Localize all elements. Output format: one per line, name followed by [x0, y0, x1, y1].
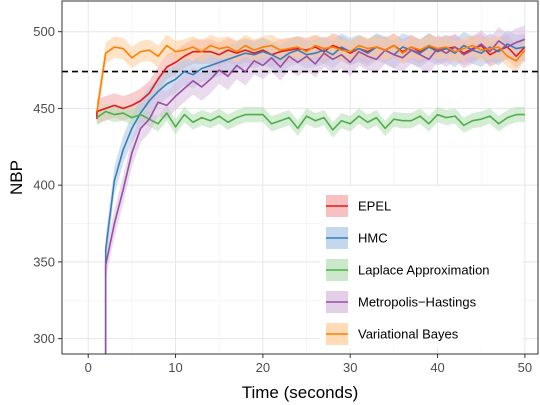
y-tick-label: 500 [33, 24, 55, 39]
line-epel [96, 44, 526, 120]
line-hmc [104, 43, 526, 354]
y-tick-label: 400 [33, 178, 55, 193]
x-tick-label: 30 [343, 360, 357, 375]
grid-major [62, 1, 538, 354]
x-axis-ticks: 0 10 20 30 40 50 [85, 354, 532, 375]
x-tick-label: 0 [85, 360, 92, 375]
legend-label-hmc: HMC [358, 231, 388, 246]
band-variational-bayes [96, 34, 525, 123]
legend-label-epel: EPEL [358, 199, 391, 214]
x-tick-label: 40 [430, 360, 444, 375]
legend-label-variational-bayes: Variational Bayes [358, 327, 459, 342]
legend-box [320, 186, 522, 348]
legend: EPEL HMC Laplace Approximation Metropolis−H… [320, 186, 522, 348]
x-tick-label: 50 [518, 360, 532, 375]
y-tick-label: 450 [33, 101, 55, 116]
line-laplace-approximation [96, 110, 525, 131]
y-axis-title: NBP [7, 160, 26, 195]
y-tick-label: 350 [33, 254, 55, 269]
y-axis-ticks: 300 350 400 450 500 [33, 24, 62, 346]
x-axis-title: Time (seconds) [242, 383, 359, 402]
x-tick-label: 20 [256, 360, 270, 375]
band-laplace-approximation [96, 103, 525, 138]
x-tick-label: 10 [168, 360, 182, 375]
line-variational-bayes [96, 44, 526, 112]
series-lines [96, 38, 526, 354]
line-metropolis-hastings [104, 38, 526, 354]
legend-label-metropolis-hastings: Metropolis−Hastings [358, 295, 477, 310]
band-metropolis-hastings [105, 25, 525, 279]
confidence-bands [96, 25, 525, 279]
legend-label-laplace-approximation: Laplace Approximation [358, 263, 490, 278]
y-tick-label: 300 [33, 331, 55, 346]
plot-border [61, 0, 539, 355]
